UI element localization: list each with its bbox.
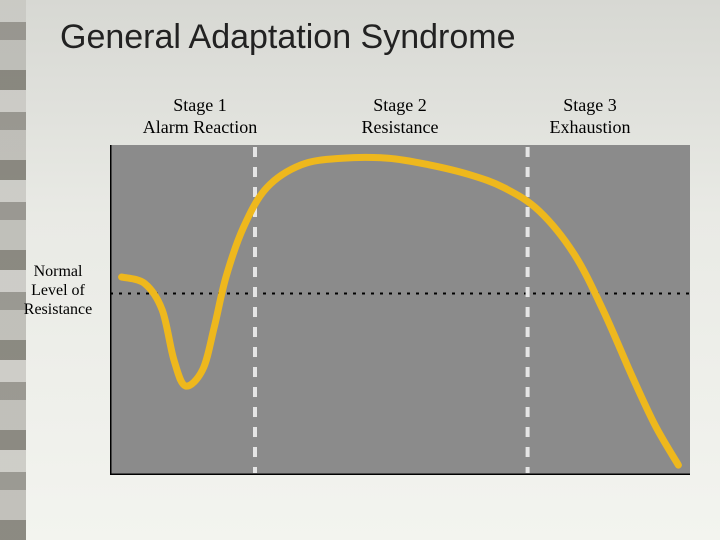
stage-1-label: Stage 1 Alarm Reaction bbox=[110, 95, 290, 138]
stage-2-line2: Resistance bbox=[320, 117, 480, 139]
stage-1-line1: Stage 1 bbox=[110, 95, 290, 117]
stage-2-line1: Stage 2 bbox=[320, 95, 480, 117]
gas-chart bbox=[110, 145, 690, 475]
normal-line2: Level of bbox=[31, 282, 85, 299]
gas-chart-svg bbox=[110, 145, 690, 475]
stage-3-label: Stage 3 Exhaustion bbox=[510, 95, 670, 138]
stage-3-line2: Exhaustion bbox=[510, 117, 670, 139]
stage-1-line2: Alarm Reaction bbox=[110, 117, 290, 139]
page-title: General Adaptation Syndrome bbox=[60, 18, 516, 57]
stage-3-line1: Stage 3 bbox=[510, 95, 670, 117]
normal-line3: Resistance bbox=[24, 301, 92, 318]
normal-line1: Normal bbox=[34, 263, 83, 280]
stage-2-label: Stage 2 Resistance bbox=[320, 95, 480, 138]
normal-level-label: Normal Level of Resistance bbox=[8, 262, 108, 320]
slide: General Adaptation Syndrome Stage 1 Alar… bbox=[0, 0, 720, 540]
